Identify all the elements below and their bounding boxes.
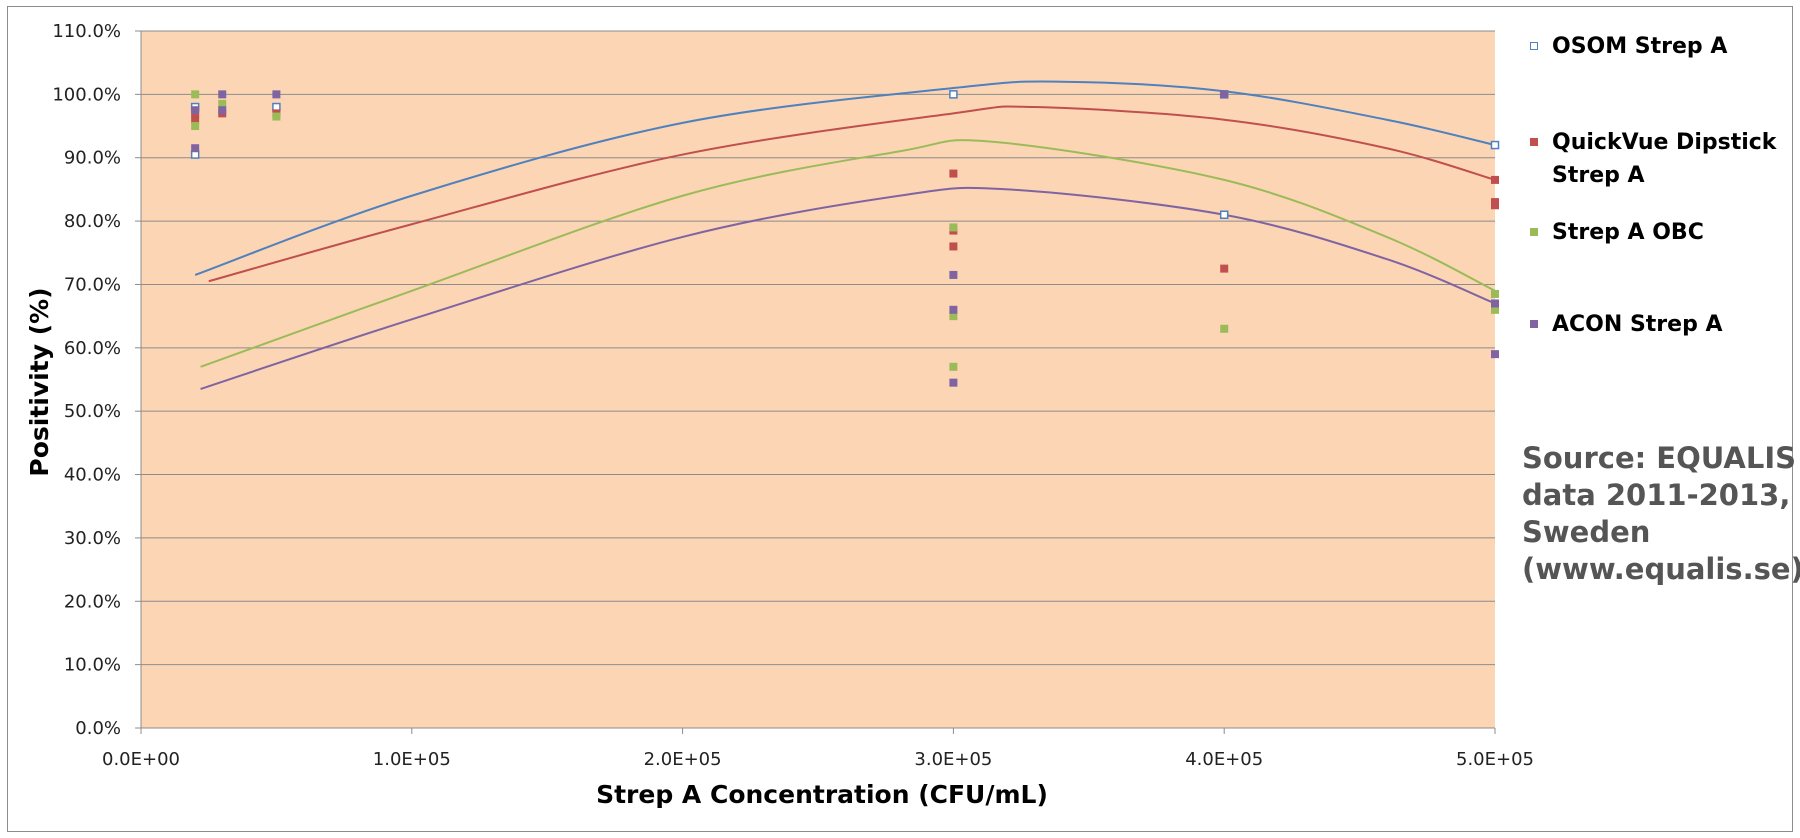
data-point: [1220, 264, 1229, 273]
legend-marker: [1530, 228, 1538, 236]
legend-item: QuickVue Dipstick Strep A: [1530, 126, 1792, 192]
data-point: [949, 169, 958, 178]
data-point: [1220, 90, 1229, 99]
trend-line: [208, 105, 1496, 283]
data-points: [190, 90, 1500, 387]
data-point: [949, 223, 958, 232]
data-point: [218, 90, 227, 99]
y-tick-label: 0.0%: [75, 718, 121, 739]
y-tick-label: 100.0%: [52, 84, 121, 105]
data-point: [1491, 289, 1499, 298]
legend-label: OSOM Strep A: [1552, 34, 1728, 59]
data-point: [1491, 175, 1499, 184]
data-point: [191, 90, 200, 99]
y-tick-label: 110.0%: [52, 21, 121, 42]
data-point: [218, 99, 227, 108]
chart-frame: [7, 6, 1793, 832]
x-tick-label: 1.0E+05: [373, 749, 451, 770]
data-point: [1219, 210, 1229, 220]
y-tick-label: 50.0%: [64, 401, 121, 422]
x-tick-label: 0.0E+00: [102, 749, 180, 770]
y-tick-label: 80.0%: [64, 211, 121, 232]
plot-area: [141, 31, 1495, 728]
legend-label: Strep A OBC: [1552, 220, 1704, 245]
source-line: data 2011-2013,: [1522, 478, 1791, 512]
legend-item: Strep A OBC: [1530, 216, 1704, 249]
x-tick-label: 5.0E+05: [1456, 749, 1534, 770]
legend-marker: [1530, 42, 1538, 50]
source-line: (www.equalis.se): [1522, 552, 1800, 586]
tick-labels: 0.0% 10.0% 20.0% 30.0% 40.0% 50.0% 60.0% 70.0% 8…: [52, 21, 1534, 770]
legend-marker: [1530, 138, 1538, 146]
data-point: [191, 106, 200, 115]
data-point: [218, 106, 227, 115]
source-annotation: Source: EQUALIS data 2011-2013, Sweden (…: [1522, 440, 1800, 588]
data-point: [949, 90, 958, 99]
y-tick-label: 10.0%: [64, 655, 121, 676]
data-point: [949, 242, 958, 251]
data-point: [949, 305, 958, 314]
data-point: [949, 270, 958, 279]
y-tick-label: 90.0%: [64, 148, 121, 169]
y-tick-label: 30.0%: [64, 528, 121, 549]
data-point: [191, 144, 200, 153]
trend-lines: [194, 80, 1496, 390]
source-line: Sweden: [1522, 515, 1651, 549]
legend-label: ACON Strep A: [1552, 312, 1723, 337]
data-point: [949, 378, 958, 387]
trend-line: [194, 80, 1496, 276]
x-axis-title: Strep A Concentration (CFU/mL): [596, 780, 1048, 809]
data-point: [949, 362, 958, 371]
data-point: [1491, 201, 1499, 210]
trend-line: [200, 186, 1496, 390]
y-tick-label: 70.0%: [64, 274, 121, 295]
data-point: [272, 90, 281, 99]
data-point: [1491, 350, 1499, 359]
y-tick-label: 20.0%: [64, 591, 121, 612]
data-point: [272, 112, 281, 121]
data-point: [1490, 140, 1500, 150]
gridlines: [141, 30, 1495, 666]
y-tick-label: 60.0%: [64, 338, 121, 359]
data-point: [191, 115, 200, 124]
data-point: [1220, 324, 1229, 333]
data-point: [191, 122, 200, 131]
legend-item: ACON Strep A: [1530, 308, 1723, 341]
legend-marker: [1530, 320, 1538, 328]
x-tick-label: 3.0E+05: [914, 749, 992, 770]
data-point: [949, 312, 958, 321]
y-tick-label: 40.0%: [64, 465, 121, 486]
axes: [135, 30, 1496, 734]
data-point: [1491, 305, 1499, 314]
legend-label: QuickVue Dipstick Strep A: [1552, 130, 1777, 188]
source-line: Source: EQUALIS: [1522, 441, 1797, 475]
x-tick-label: 2.0E+05: [644, 749, 722, 770]
y-axis-title: Positivity (%): [25, 287, 54, 476]
x-tick-label: 4.0E+05: [1185, 749, 1263, 770]
data-point: [1491, 299, 1499, 308]
trend-line: [200, 139, 1496, 368]
legend-item: OSOM Strep A: [1530, 30, 1727, 63]
